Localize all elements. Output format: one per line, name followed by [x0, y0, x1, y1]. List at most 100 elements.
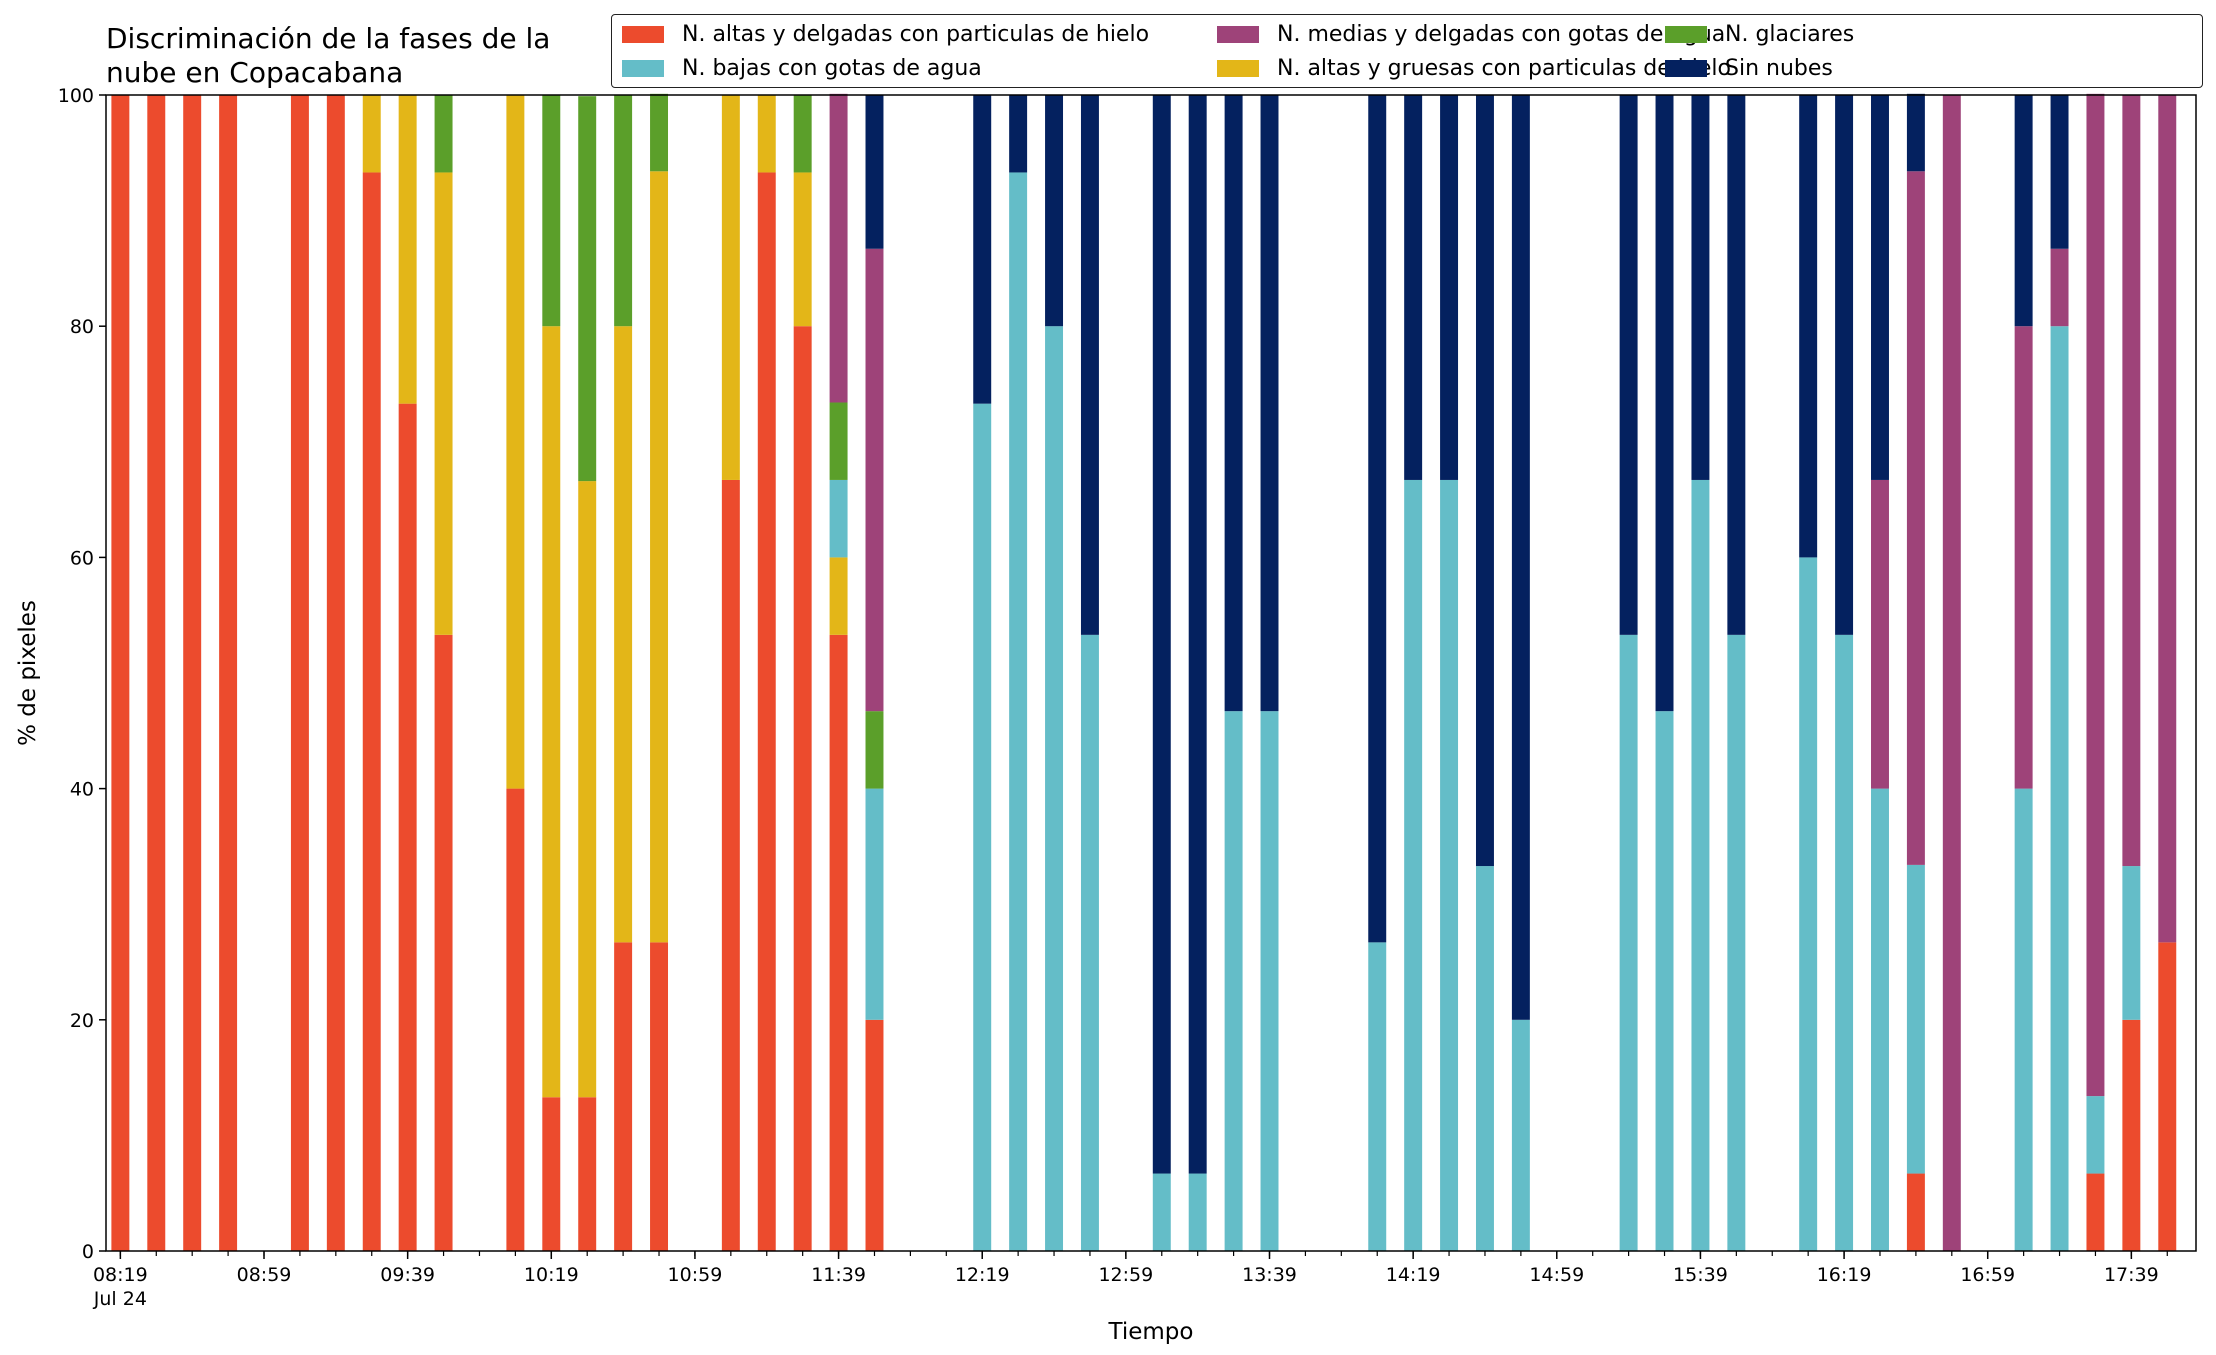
bar-segment: [1440, 95, 1459, 480]
bar-segment: [578, 96, 597, 482]
bar-segment: [973, 95, 992, 404]
bar-segment: [793, 95, 812, 173]
bar-segment: [1619, 634, 1638, 1251]
bar-segment: [2086, 93, 2105, 1097]
x-tick-label: 13:39: [1242, 1264, 1297, 1286]
bar-segment: [578, 481, 597, 1098]
bar-segment: [362, 172, 381, 1252]
x-tick-label: 15:39: [1673, 1264, 1728, 1286]
bar-segment: [1080, 634, 1099, 1251]
x-tick-label: 08:19: [93, 1264, 148, 1286]
bar-segment: [1260, 95, 1279, 712]
bar-segment: [614, 95, 633, 327]
bar-segment: [793, 172, 812, 327]
bar-segment: [362, 95, 381, 173]
bar-segment: [326, 95, 345, 1251]
bar-segment: [1009, 172, 1028, 1252]
bar-segment: [1655, 95, 1674, 712]
bar-segment: [542, 1097, 561, 1251]
bar-segment: [398, 95, 417, 404]
bar-segment: [1655, 711, 1674, 1251]
bar-segment: [1727, 95, 1746, 635]
bar-segment: [434, 634, 453, 1251]
bar-segment: [2122, 866, 2141, 1020]
legend-item: N. glaciares: [1665, 19, 1854, 49]
bar-segment: [2050, 248, 2069, 327]
x-tick-label: 12:59: [1098, 1264, 1153, 1286]
y-tick-label: 40: [70, 779, 94, 801]
bar-segment: [1045, 95, 1064, 327]
bar-segment: [1691, 95, 1710, 480]
bar-segment: [1511, 1019, 1530, 1251]
bar-segment: [2086, 1173, 2105, 1251]
legend-item: Sin nubes: [1665, 53, 1833, 83]
legend-swatch: [1217, 25, 1259, 43]
bar-segment: [1188, 95, 1207, 1174]
y-tick-label: 80: [70, 316, 94, 338]
bar-segment: [1404, 479, 1423, 1251]
x-tick-label: 10:59: [668, 1264, 723, 1286]
legend-label: N. altas y gruesas con particulas de hie…: [1277, 55, 1731, 81]
bar-segment: [1045, 326, 1064, 1251]
legend-item: N. medias y delgadas con gotas de agua: [1217, 19, 1725, 49]
bar-segment: [434, 172, 453, 635]
bar-segment: [721, 95, 740, 480]
bar-segment: [147, 95, 166, 1251]
bar-segment: [1906, 171, 1925, 865]
bar-segment: [865, 1019, 884, 1251]
x-tick-label: 10:19: [524, 1264, 579, 1286]
legend-label: N. glaciares: [1725, 21, 1855, 47]
bar-segment: [1475, 866, 1494, 1251]
bar-segment: [2050, 326, 2069, 1251]
plot-frame: [105, 94, 2197, 1252]
x-axis-label: Tiempo: [1108, 1319, 1194, 1345]
bar-segment: [1440, 479, 1459, 1251]
bar-segment: [1368, 942, 1387, 1251]
bar-segment: [578, 1097, 597, 1251]
x-tick-label: 12:19: [955, 1264, 1010, 1286]
bar-segment: [650, 93, 669, 172]
bar-segment: [1799, 95, 1818, 558]
bar-segment: [829, 634, 848, 1251]
bar-segment: [2122, 1019, 2141, 1251]
bar-segment: [1368, 95, 1387, 943]
bar-segment: [865, 788, 884, 1020]
bar-segment: [1152, 95, 1171, 1174]
bar-segment: [506, 95, 525, 789]
bar-segment: [1871, 479, 1889, 789]
bar-segment: [1691, 479, 1710, 1251]
bar-segment: [2086, 1096, 2105, 1174]
bar-segment: [1835, 95, 1854, 635]
bar-segment: [1152, 1173, 1171, 1251]
legend-swatch: [1665, 59, 1707, 77]
bar-segment: [1906, 864, 1925, 1174]
bar-segment: [829, 93, 848, 403]
bar-segment: [2122, 95, 2141, 867]
bar-segment: [757, 95, 776, 173]
bar-segment: [2158, 95, 2177, 943]
bar-segment: [542, 95, 561, 327]
legend-label: N. bajas con gotas de agua: [682, 55, 982, 81]
x-tick-label: 14:59: [1529, 1264, 1584, 1286]
bar-segment: [1404, 95, 1423, 480]
bar-segment: [1009, 95, 1028, 173]
x-tick-label: 16:19: [1817, 1264, 1872, 1286]
bar-segment: [1224, 95, 1243, 712]
bar-segment: [1727, 634, 1746, 1251]
bar-segment: [542, 326, 561, 1098]
bar-segment: [829, 479, 848, 558]
bar-segment: [2050, 95, 2069, 249]
legend-item: N. altas y delgadas con particulas de hi…: [622, 19, 1149, 49]
bar-segment: [2014, 788, 2033, 1251]
bar-segment: [721, 479, 740, 1251]
bar-segment: [829, 402, 848, 480]
legend-swatch: [622, 59, 664, 77]
bar-segment: [290, 95, 309, 1251]
chart-title: Discriminación de la fases de la nube en…: [106, 22, 551, 89]
bar-segment: [1799, 557, 1818, 1251]
x-tick-label: 11:39: [811, 1264, 866, 1286]
bar-segment: [183, 95, 202, 1251]
bar-segment: [2158, 942, 2177, 1251]
